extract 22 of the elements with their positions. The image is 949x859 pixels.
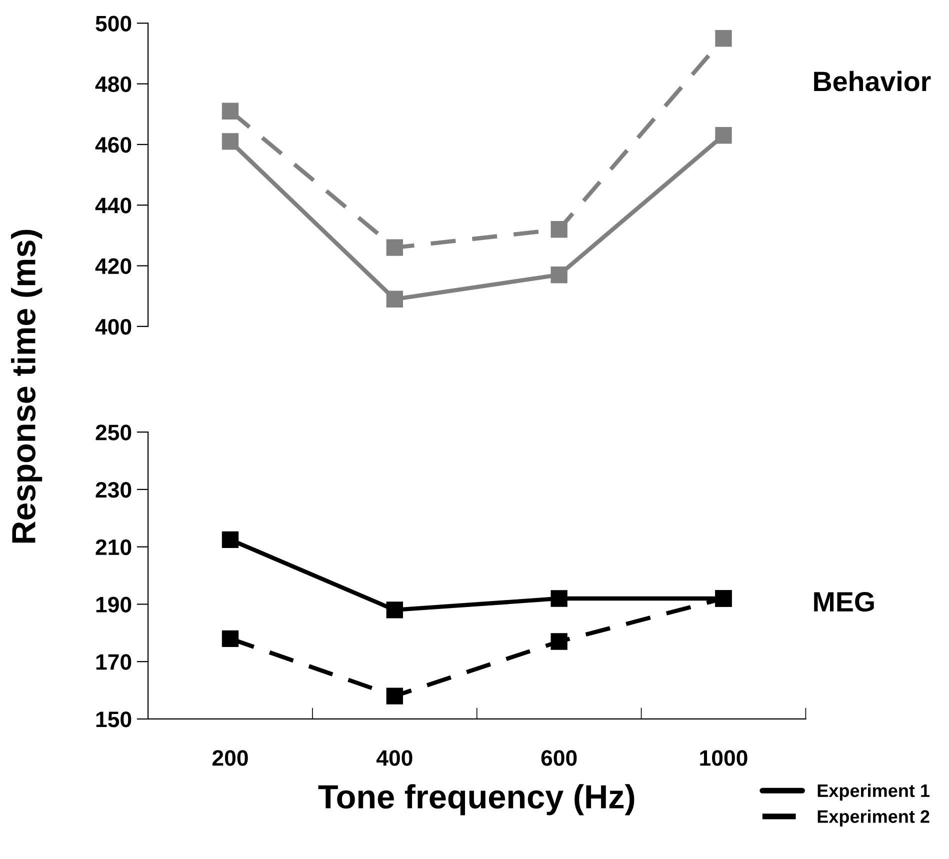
y-tick-label: 440: [95, 198, 132, 214]
y-tick-label: 250: [96, 424, 132, 440]
text: MEG: [814, 592, 874, 612]
x-tick-label: 400: [376, 750, 412, 766]
x-tick-label: 600: [541, 750, 577, 766]
y-tick-label: 400: [95, 318, 132, 335]
y-tick-label: 420: [95, 258, 132, 274]
text: Behavior: [814, 70, 931, 92]
legend-label: Experiment 2: [818, 810, 930, 827]
y-tick-label: 190: [96, 596, 132, 612]
y-axis-title: Response time (ms): [11, 230, 42, 543]
legend-label: Experiment 1: [818, 784, 930, 801]
x-axis-title: Tone frequency (Hz): [318, 784, 634, 816]
y-tick-label: 150: [96, 712, 132, 728]
y-tick-label: 500: [96, 16, 132, 32]
y-tick-label: 210: [96, 539, 132, 556]
y-tick-label: 230: [96, 482, 132, 498]
x-tick-label: 200: [212, 750, 248, 766]
x-tick-label: 1000: [700, 750, 748, 766]
y-tick-label: 170: [96, 654, 132, 670]
y-tick-label: 460: [95, 137, 132, 153]
y-tick-label: 480: [95, 76, 132, 92]
